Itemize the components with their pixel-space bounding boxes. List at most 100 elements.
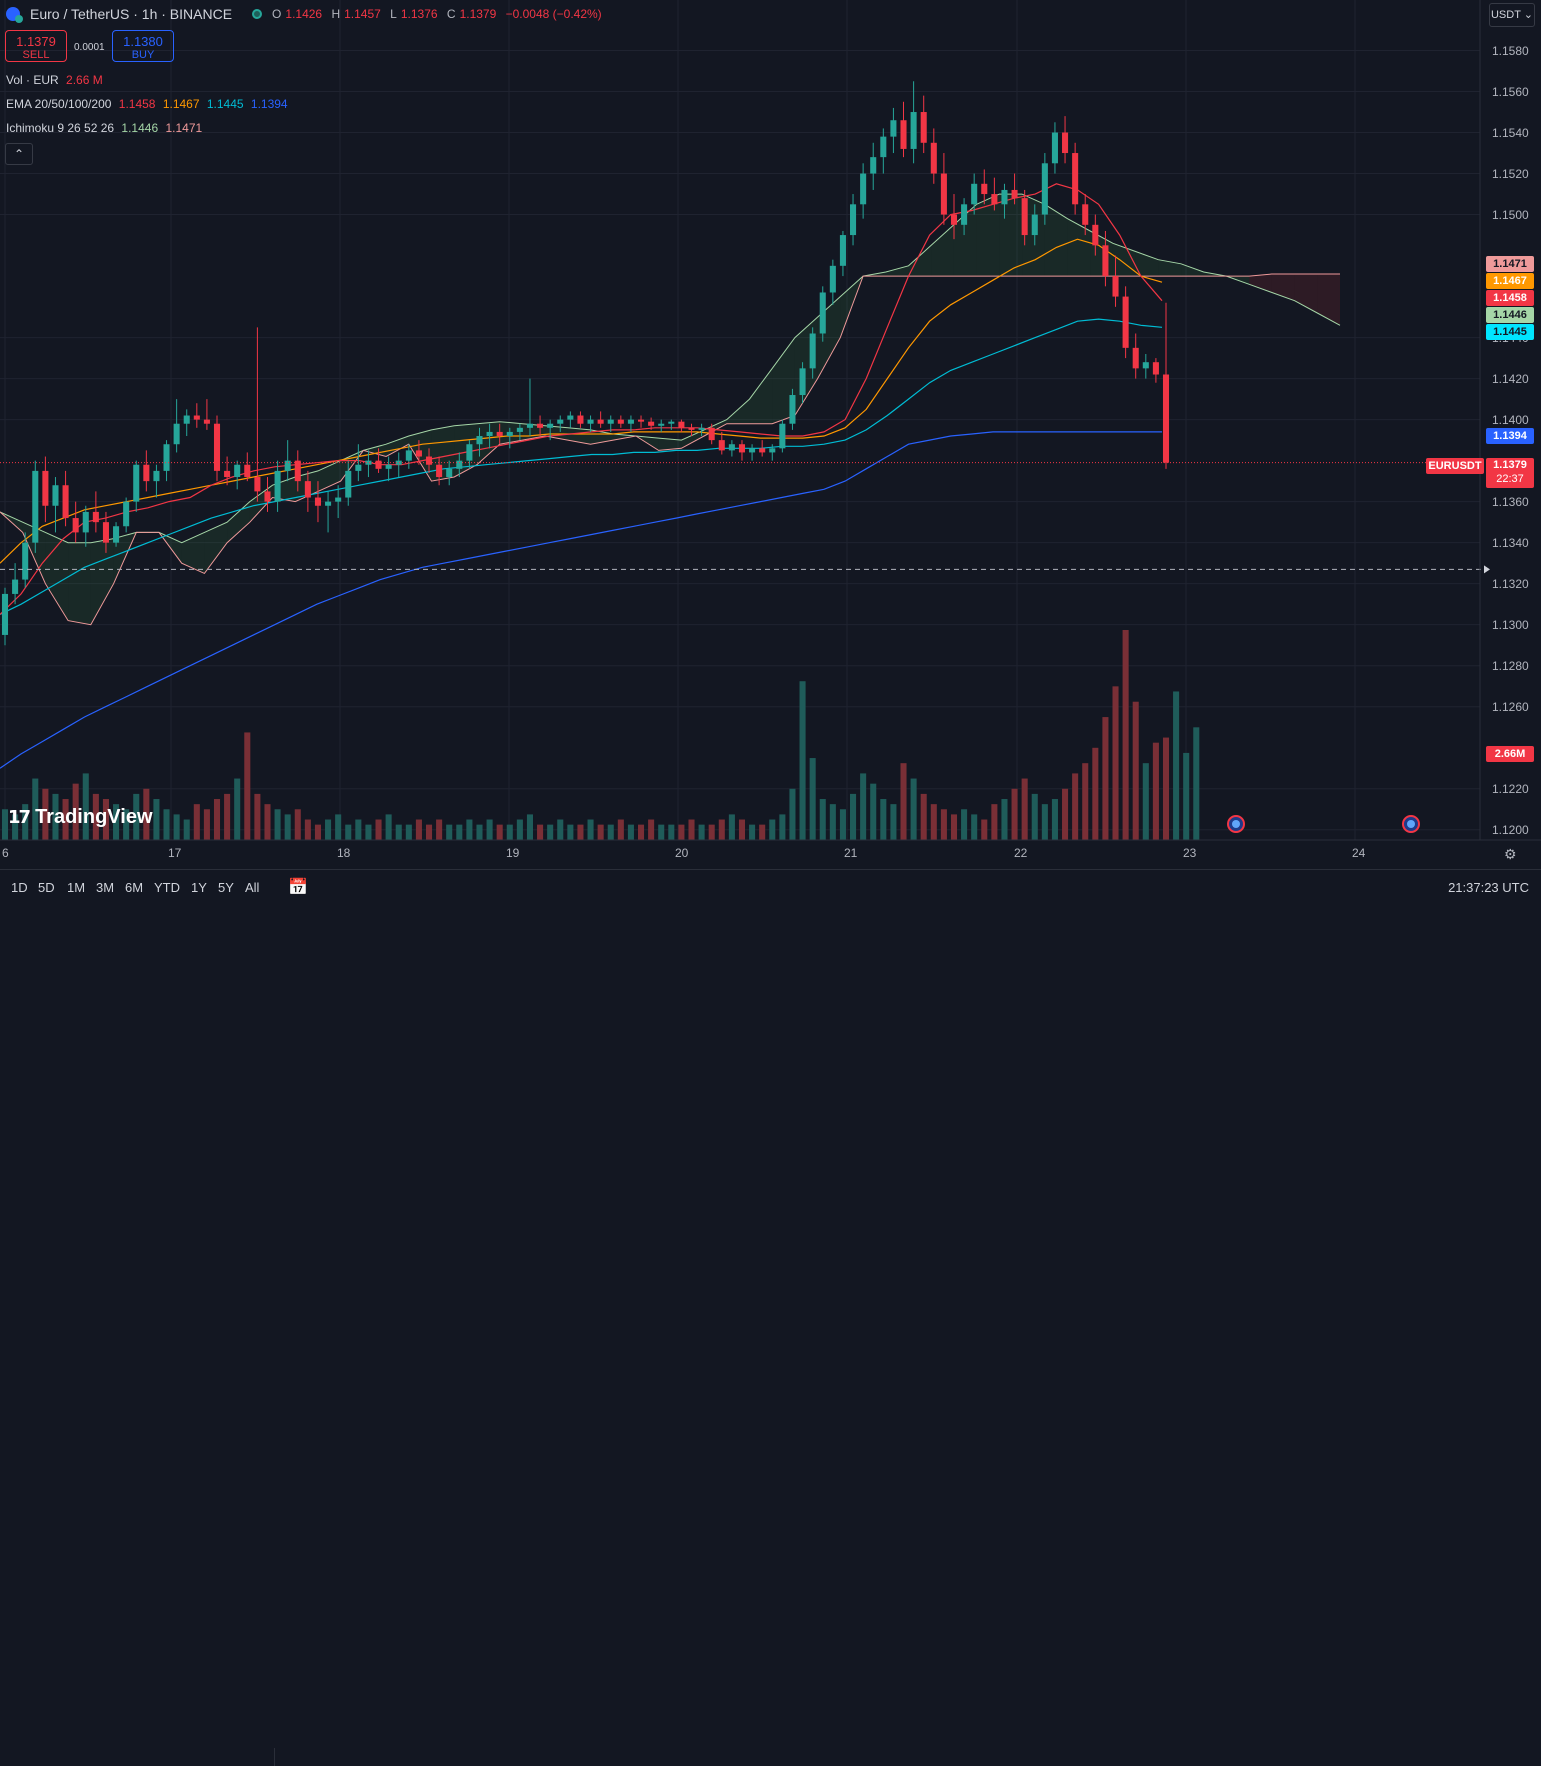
candle-body — [203, 419, 210, 424]
price-chart[interactable] — [0, 0, 1541, 905]
volume-bar — [123, 809, 130, 840]
price-tag-ichi_a: 1.1446 — [1486, 307, 1534, 323]
ohlc-values: O 1.1426 H 1.1457 L 1.1376 C 1.1379 −0.0048 … — [272, 7, 602, 21]
candle-body — [466, 444, 473, 461]
symbol-title[interactable]: Euro / TetherUS · 1h · BINANCE — [30, 6, 233, 22]
candle-body — [1102, 245, 1109, 277]
volume-bar — [688, 819, 695, 840]
candle-body — [537, 423, 544, 428]
candle-body — [82, 511, 89, 533]
calendar-icon[interactable]: 📅 — [288, 879, 308, 896]
volume-bar — [446, 824, 453, 840]
range-button-1y[interactable]: 1Y — [191, 880, 207, 895]
volume-bar — [1072, 773, 1079, 840]
volume-bar — [375, 819, 382, 840]
candle-body — [304, 481, 311, 498]
volume-bar — [900, 763, 907, 840]
collapse-legend-button[interactable]: ⌃ — [5, 143, 33, 165]
ema-legend[interactable]: EMA 20/50/100/200 1.1458 1.1467 1.1445 1… — [6, 97, 288, 111]
candle-body — [163, 444, 170, 471]
volume-bar — [224, 793, 231, 840]
volume-bar — [577, 824, 584, 840]
volume-bar — [72, 783, 79, 840]
volume-bar — [234, 778, 241, 840]
cloud-segment — [45, 532, 69, 621]
price-tag-ichi_b: 1.1471 — [1486, 256, 1534, 272]
volume-bar — [890, 804, 897, 840]
volume-bar — [819, 799, 826, 840]
volume-bar — [860, 773, 867, 840]
economic-event-icon[interactable] — [1227, 815, 1245, 833]
range-button-6m[interactable]: 6M — [125, 880, 144, 895]
candle-body — [1001, 189, 1008, 205]
symbol-price-tag: EURUSDT — [1426, 458, 1484, 474]
cloud-segment — [1135, 251, 1159, 277]
volume-bar — [779, 814, 786, 840]
candle-body — [688, 427, 695, 430]
time-axis-label: 21 — [844, 846, 858, 860]
ichimoku-legend[interactable]: Ichimoku 9 26 52 26 1.1446 1.1471 — [6, 121, 203, 135]
volume-bar — [678, 824, 685, 840]
candle-body — [22, 542, 29, 580]
volume-bar — [839, 809, 846, 840]
range-button-5y[interactable]: 5Y — [218, 880, 234, 895]
range-button-5d[interactable]: 5D — [38, 880, 55, 895]
volume-bar — [809, 758, 816, 840]
volume-bar — [910, 778, 917, 840]
ema-lines — [0, 183, 1163, 769]
volume-bar — [1132, 701, 1139, 840]
candle-body — [375, 460, 382, 469]
volume-bar — [203, 809, 210, 840]
volume-bar — [1041, 804, 1048, 840]
cloud-segment — [1158, 259, 1182, 277]
volume-bar — [143, 788, 150, 840]
range-button-1m[interactable]: 1M — [67, 880, 86, 895]
candle-body — [658, 423, 665, 426]
currency-select[interactable]: USDT ⌄ — [1489, 3, 1535, 27]
spread-value: 0.0001 — [74, 42, 105, 53]
candle-body — [1041, 163, 1048, 215]
volume-bar — [1193, 727, 1200, 840]
cloud-segment — [1067, 218, 1091, 277]
price-tag-ema50: 1.1467 — [1486, 273, 1534, 289]
volume-bar — [456, 824, 463, 840]
candle-body — [173, 423, 180, 445]
volume-bar — [950, 814, 958, 840]
market-status-icon[interactable] — [252, 9, 263, 19]
tradingview-logo[interactable]: 𝟭𝟳 TradingView — [8, 806, 153, 828]
volume-bar — [32, 778, 39, 840]
price-tag-ema200: 1.1394 — [1486, 428, 1534, 444]
candle-body — [294, 460, 301, 482]
candle-body — [52, 485, 59, 506]
sell-button[interactable]: 1.1379 SELL — [5, 30, 67, 62]
volume-bar — [557, 819, 564, 840]
candle-body — [133, 464, 140, 502]
buy-button[interactable]: 1.1380 BUY — [112, 30, 174, 62]
cloud-segment — [227, 501, 250, 543]
candle-body — [506, 431, 513, 437]
gear-icon[interactable]: ⚙ — [1504, 846, 1517, 862]
range-button-ytd[interactable]: YTD — [154, 880, 180, 895]
candle-body — [1072, 153, 1079, 205]
candle-body — [547, 423, 554, 428]
candle-body — [516, 427, 523, 432]
candle-body — [597, 419, 604, 424]
time-axis-label: 19 — [506, 846, 520, 860]
divider — [274, 1748, 275, 1766]
range-button-3m[interactable]: 3M — [96, 880, 115, 895]
volume-legend[interactable]: Vol · EUR 2.66 M — [6, 73, 103, 87]
volume-bar — [183, 819, 190, 840]
volume-bar — [1162, 737, 1170, 840]
candle-body — [839, 235, 846, 266]
candle-body — [557, 419, 564, 424]
symbol-legend: Euro / TetherUS · 1h · BINANCE O 1.1426 H… — [6, 6, 612, 23]
volume-bar — [325, 819, 332, 840]
economic-event-icon[interactable] — [1402, 815, 1420, 833]
range-button-1d[interactable]: 1D — [11, 880, 28, 895]
candle-body — [749, 448, 756, 453]
clock[interactable]: 21:37:23 UTC — [1448, 880, 1529, 895]
candle-body — [698, 427, 705, 430]
volume-bar — [506, 824, 513, 840]
volume-bar — [597, 824, 604, 840]
range-button-all[interactable]: All — [245, 880, 260, 895]
